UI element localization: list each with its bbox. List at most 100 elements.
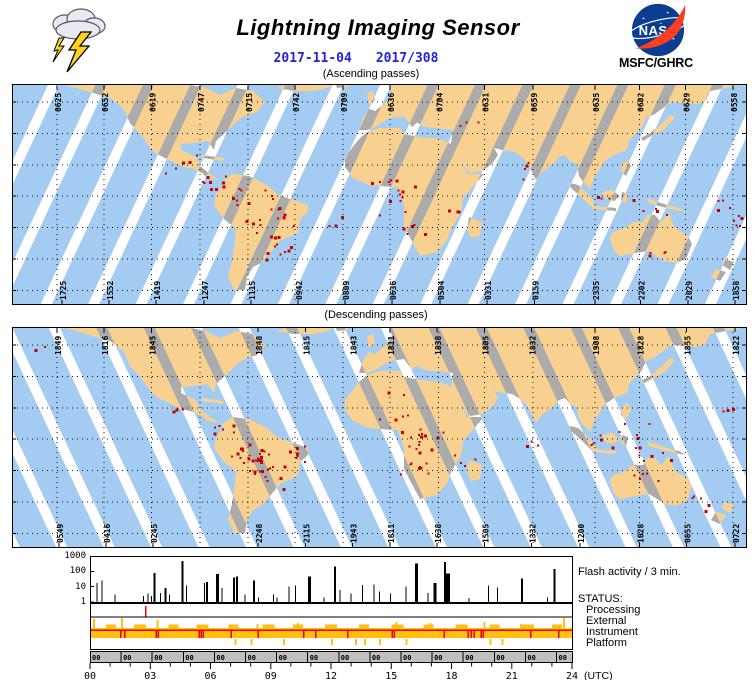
svg-text:2029: 2029 (685, 281, 694, 300)
svg-text:1725: 1725 (59, 281, 68, 300)
svg-text:00: 00 (123, 654, 131, 662)
status-row-label-external: External (586, 615, 627, 627)
ascending-passes-caption: (Ascending passes) (322, 68, 420, 80)
svg-text:1811: 1811 (387, 524, 396, 543)
svg-text:1247: 1247 (201, 281, 210, 300)
svg-text:0625: 0625 (54, 93, 63, 112)
svg-text:06: 06 (204, 671, 216, 680)
org-label: MSFC/GHRC (619, 56, 693, 70)
flash-y-tick-1000: 1000 (64, 551, 86, 561)
svg-text:1845: 1845 (149, 336, 158, 355)
svg-text:1828: 1828 (637, 336, 646, 355)
svg-text:0331: 0331 (484, 281, 493, 300)
orbit-bar: 00 00 00 00 00 00 00 00 00 00 00 00 00 00 00 00 (90, 651, 573, 663)
svg-text:1822: 1822 (732, 336, 741, 355)
svg-text:0704: 0704 (435, 93, 444, 112)
svg-text:0709: 0709 (340, 93, 349, 112)
storm-cloud-lightning-icon (52, 8, 106, 73)
svg-text:1505: 1505 (482, 524, 491, 543)
flash-activity-chart (90, 556, 573, 603)
svg-text:00: 00 (185, 654, 193, 662)
descending-passes-caption: (Descending passes) (324, 309, 428, 321)
date-line: 2017-11-04 2017/308 (0, 51, 712, 66)
status-row-label-instrument: Instrument (586, 626, 638, 638)
svg-text:1832: 1832 (529, 336, 538, 355)
svg-text:15: 15 (385, 671, 397, 680)
svg-text:0558: 0558 (730, 93, 739, 112)
svg-text:1811: 1811 (387, 336, 396, 355)
svg-text:1843: 1843 (349, 336, 358, 355)
svg-text:1943: 1943 (349, 524, 358, 543)
svg-text:0635: 0635 (592, 93, 601, 112)
svg-text:1848: 1848 (255, 336, 264, 355)
svg-text:1838: 1838 (434, 336, 443, 355)
status-row-label-platform: Platform (586, 637, 627, 649)
svg-text:0652: 0652 (101, 93, 110, 112)
flash-y-tick-100: 100 (69, 566, 86, 577)
svg-text:00: 00 (527, 654, 535, 662)
svg-text:1815: 1815 (302, 336, 311, 355)
svg-text:00: 00 (559, 654, 567, 662)
svg-text:1332: 1332 (529, 524, 538, 543)
svg-text:00: 00 (84, 671, 96, 680)
svg-text:0659: 0659 (530, 93, 539, 112)
flash-y-tick-1: 1 (80, 597, 86, 607)
flash-activity-label: Flash activity / 3 min. (578, 566, 681, 578)
svg-text:1816: 1816 (101, 336, 110, 355)
svg-text:00: 00 (216, 654, 224, 662)
svg-text:0809: 0809 (342, 281, 351, 300)
svg-text:0715: 0715 (245, 93, 254, 112)
time-axis: 00 03 06 09 12 15 18 21 24 (UTC) (84, 663, 613, 680)
svg-text:2202: 2202 (637, 281, 646, 300)
date-iso: 2017-11-04 (273, 51, 352, 66)
svg-text:0629: 0629 (682, 93, 691, 112)
svg-text:0742: 0742 (292, 93, 301, 112)
svg-text:24: 24 (566, 671, 578, 680)
page-title: Lightning Imaging Sensor (236, 15, 520, 40)
svg-text:00: 00 (248, 654, 256, 662)
flash-y-tick-10: 10 (75, 581, 86, 592)
svg-text:0631: 0631 (482, 93, 491, 112)
svg-text:1805: 1805 (482, 336, 491, 355)
nasa-logo: NASA (628, 3, 688, 57)
svg-text:00: 00 (279, 654, 287, 662)
svg-text:00: 00 (496, 654, 504, 662)
svg-text:0722: 0722 (732, 524, 741, 543)
svg-text:21: 21 (506, 671, 518, 680)
svg-text:00: 00 (403, 654, 411, 662)
svg-text:2248: 2248 (255, 524, 264, 543)
svg-text:00: 00 (310, 654, 318, 662)
svg-text:0504: 0504 (437, 281, 446, 300)
svg-text:0619: 0619 (149, 93, 158, 112)
svg-text:(UTC): (UTC) (584, 670, 613, 680)
map-descending-passes: 1849 1816 1845 1848 1815 1843 1811 1838 1805 1832… (12, 327, 747, 548)
svg-text:1858: 1858 (732, 281, 741, 300)
svg-text:0747: 0747 (197, 93, 206, 112)
svg-text:1419: 1419 (153, 281, 162, 300)
svg-text:0942: 0942 (295, 281, 304, 300)
svg-text:0636: 0636 (389, 281, 398, 300)
date-doy: 2017/308 (375, 51, 439, 66)
svg-text:12: 12 (325, 671, 337, 680)
svg-text:1028: 1028 (637, 524, 646, 543)
svg-text:1908: 1908 (592, 336, 601, 355)
svg-text:0159: 0159 (532, 281, 541, 300)
svg-text:1115: 1115 (248, 281, 257, 300)
svg-text:00: 00 (465, 654, 473, 662)
svg-text:18: 18 (445, 671, 457, 680)
svg-text:03: 03 (144, 671, 156, 680)
status-row-label-processing: Processing (586, 604, 641, 616)
svg-text:0855: 0855 (684, 524, 693, 543)
svg-text:0602: 0602 (637, 93, 646, 112)
svg-text:0416: 0416 (103, 524, 112, 543)
svg-text:00: 00 (92, 654, 100, 662)
svg-text:1552: 1552 (106, 281, 115, 300)
svg-text:00: 00 (372, 654, 380, 662)
status-title: STATUS: (578, 593, 623, 605)
svg-text:1638: 1638 (434, 524, 443, 543)
svg-text:00: 00 (341, 654, 349, 662)
svg-text:2115: 2115 (302, 524, 311, 543)
svg-text:1200: 1200 (577, 524, 586, 543)
svg-text:0549: 0549 (56, 524, 65, 543)
